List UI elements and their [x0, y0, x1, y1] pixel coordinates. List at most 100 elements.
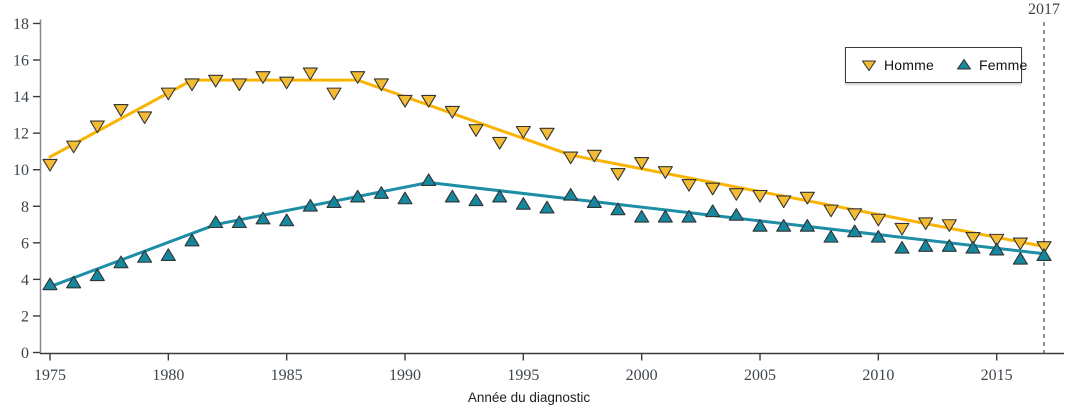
marker-homme-2006: [776, 195, 792, 209]
y-tick-label: 14: [13, 89, 29, 106]
x-tick-label: 1980: [152, 367, 184, 384]
marker-femme-1981: [184, 233, 200, 247]
legend-label-femme: Femme: [979, 57, 1028, 73]
marker-femme-1977: [89, 268, 105, 282]
y-tick-label: 16: [13, 53, 29, 70]
marker-femme-2010: [870, 229, 886, 243]
marker-homme-2003: [705, 182, 721, 196]
y-tick-label: 0: [21, 345, 29, 362]
marker-homme-1999: [610, 168, 626, 181]
marker-femme-1988: [350, 189, 366, 203]
marker-femme-1983: [231, 215, 247, 229]
marker-femme-2003: [705, 204, 721, 218]
x-tick-label: 2000: [626, 367, 658, 384]
x-tick-label: 1990: [389, 367, 421, 384]
marker-femme-2011: [894, 240, 910, 254]
vline-label: 2017: [1028, 1, 1060, 18]
marker-femme-1989: [373, 186, 389, 199]
x-tick-label: 1985: [271, 367, 303, 384]
marker-homme-2011: [894, 222, 910, 236]
marker-homme-1998: [586, 149, 602, 163]
y-tick-label: 2: [21, 308, 29, 325]
marker-homme-1983: [231, 78, 247, 92]
marker-homme-2002: [681, 178, 697, 192]
marker-homme-2010: [870, 213, 886, 227]
trend-line-homme: [48, 78, 1046, 248]
marker-femme-1995: [515, 197, 531, 210]
marker-femme-1998: [586, 195, 602, 208]
marker-femme-1993: [468, 193, 484, 207]
marker-femme-2001: [657, 209, 673, 223]
marker-homme-1993: [468, 124, 484, 137]
marker-homme-1975: [42, 158, 58, 172]
marker-femme-1992: [444, 189, 460, 203]
marker-homme-1986: [302, 67, 318, 81]
marker-homme-1979: [137, 111, 153, 125]
marker-homme-1995: [515, 125, 531, 139]
marker-homme-2000: [634, 157, 650, 170]
marker-femme-1978: [113, 255, 129, 269]
x-tick-label: 2015: [981, 367, 1013, 384]
marker-femme-1982: [208, 215, 224, 229]
marker-homme-1978: [113, 104, 129, 117]
marker-homme-2017: [1036, 241, 1052, 254]
marker-homme-1994: [492, 136, 508, 150]
marker-homme-2005: [752, 189, 768, 203]
y-tick-label: 6: [21, 235, 29, 252]
y-tick-label: 18: [13, 16, 29, 33]
marker-femme-1997: [563, 187, 579, 201]
marker-femme-2012: [918, 239, 934, 252]
marker-femme-2008: [823, 229, 839, 243]
marker-femme-2004: [728, 208, 744, 221]
legend-item-femme: Femme: [956, 57, 1027, 73]
marker-homme-2012: [918, 217, 934, 231]
marker-femme-1975: [42, 277, 58, 291]
marker-homme-1976: [66, 140, 82, 154]
marker-femme-1979: [137, 250, 153, 263]
legend: Homme Femme: [845, 47, 1027, 83]
marker-homme-1985: [279, 76, 295, 90]
x-axis-title: Année du diagnostic: [467, 390, 591, 405]
marker-femme-1999: [610, 202, 626, 216]
marker-femme-2017: [1036, 248, 1052, 261]
marker-femme-2002: [681, 209, 697, 223]
marker-femme-1985: [279, 213, 295, 227]
marker-femme-2007: [799, 219, 815, 232]
y-tick-label: 12: [13, 126, 29, 143]
legend-label-homme: Homme: [884, 57, 935, 73]
marker-femme-2006: [776, 219, 792, 232]
y-tick-label: 10: [13, 162, 29, 179]
marker-homme-2014: [965, 231, 981, 245]
trend-line-femme: [48, 180, 1046, 289]
marker-homme-1982: [208, 74, 224, 88]
marker-femme-2013: [941, 239, 957, 252]
marker-homme-1997: [563, 151, 579, 165]
marker-femme-1980: [160, 248, 176, 261]
marker-homme-1990: [397, 94, 413, 108]
marker-femme-2016: [1012, 251, 1028, 265]
marker-femme-1987: [326, 195, 342, 208]
triangle-up-icon: [956, 58, 972, 70]
marker-homme-1987: [326, 87, 342, 101]
x-tick-label: 1975: [34, 367, 66, 384]
marker-femme-1976: [66, 275, 82, 289]
marker-femme-2015: [989, 242, 1005, 256]
marker-homme-2013: [941, 219, 957, 232]
marker-femme-2009: [847, 224, 863, 238]
marker-homme-1996: [539, 127, 555, 141]
x-tick-label: 1995: [507, 367, 539, 384]
y-tick-label: 8: [21, 199, 29, 216]
x-tick-label: 2005: [744, 367, 776, 384]
marker-homme-1981: [184, 78, 200, 92]
marker-homme-2001: [657, 166, 673, 179]
marker-femme-1996: [539, 200, 555, 214]
marker-femme-2005: [752, 219, 768, 232]
marker-homme-1980: [160, 87, 176, 101]
marker-femme-1984: [255, 211, 271, 225]
y-tick-label: 4: [21, 272, 29, 289]
marker-homme-1977: [89, 120, 105, 134]
marker-homme-2016: [1012, 237, 1028, 251]
marker-homme-2004: [728, 188, 744, 201]
